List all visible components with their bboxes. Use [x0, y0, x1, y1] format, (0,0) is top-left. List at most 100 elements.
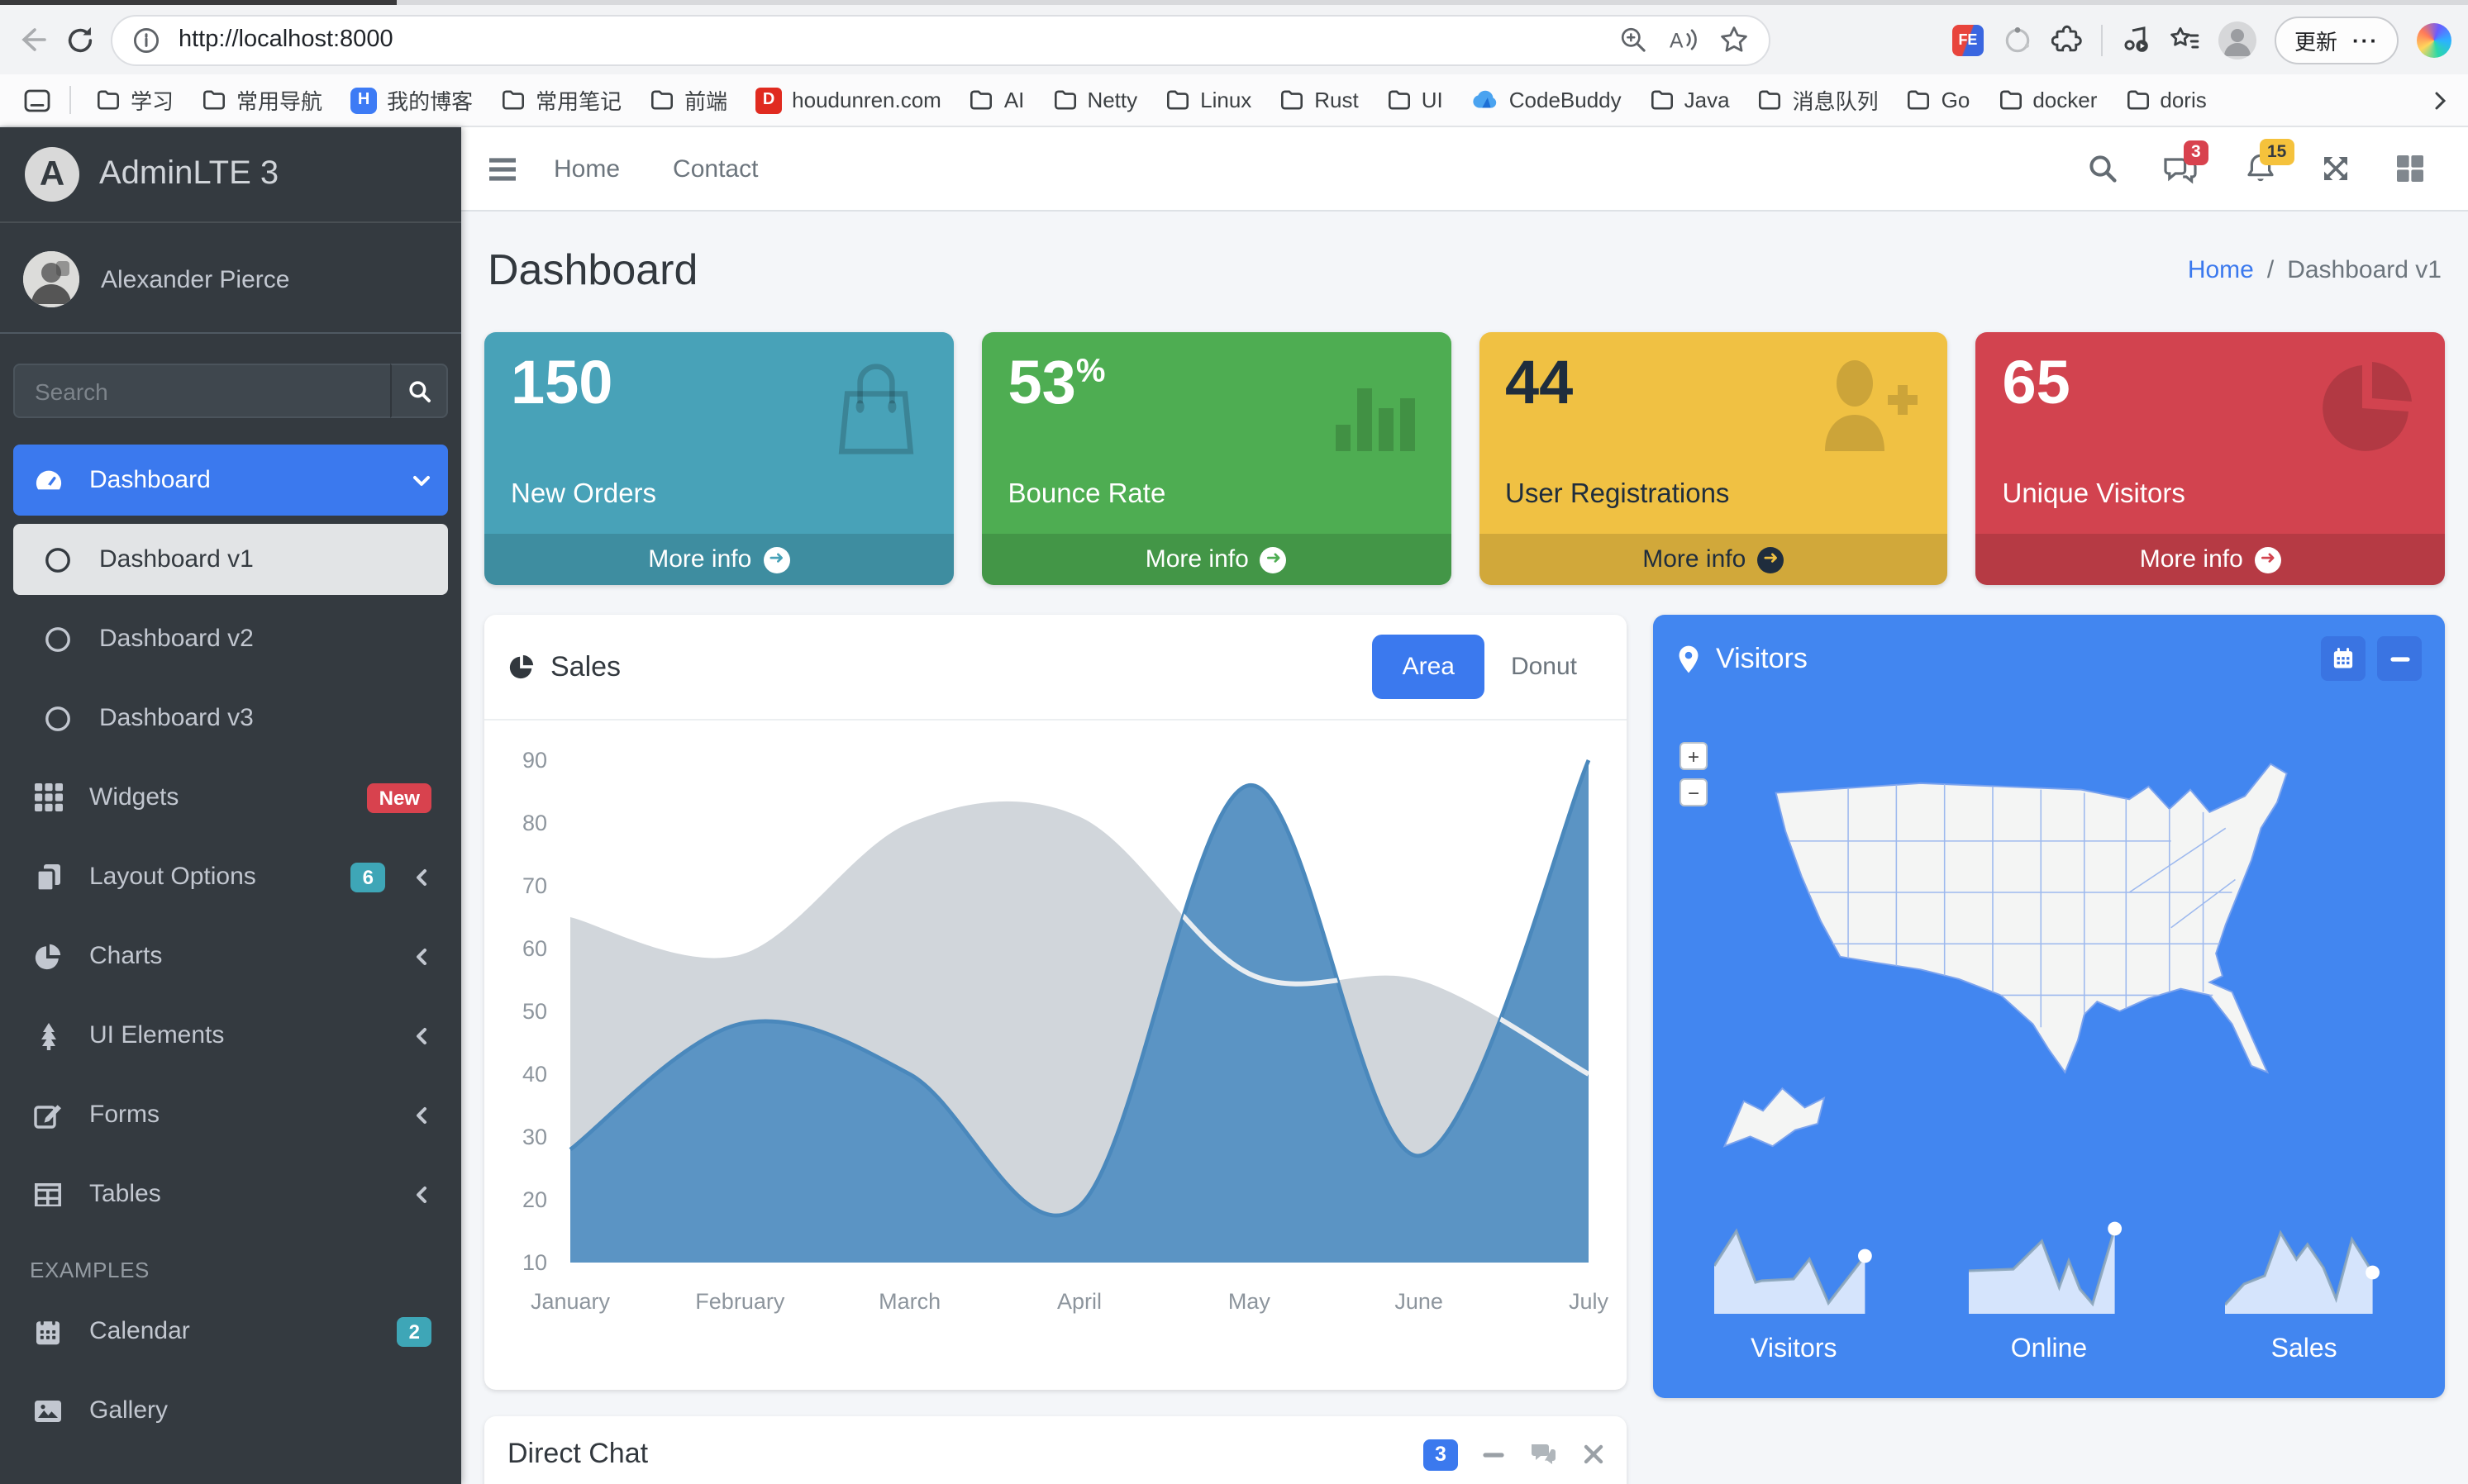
folder-icon	[202, 89, 226, 111]
bookmark-ui[interactable]: UI	[1374, 83, 1456, 117]
sidebar-item-ui-elements[interactable]: UI Elements	[13, 1000, 448, 1071]
navbar-link-contact[interactable]: Contact	[673, 155, 759, 183]
site-info-icon[interactable]	[132, 26, 160, 54]
sidebar-item-dashboard-v3[interactable]: Dashboard v3	[13, 683, 448, 754]
user-panel[interactable]: Alexander Pierce	[0, 223, 461, 334]
sidebar-item-gallery[interactable]: Gallery	[13, 1375, 448, 1446]
reading-list-icon[interactable]	[17, 87, 58, 113]
sales-card: Sales Area Donut 10 20 30 40 50 60 70 80 90 Janua…	[484, 615, 1627, 1390]
bookmark-go[interactable]: Go	[1894, 83, 1984, 117]
zoom-page-icon[interactable]	[1618, 25, 1648, 55]
sidebar-search-button[interactable]	[390, 364, 448, 418]
bookmark-学习[interactable]: 学习	[83, 79, 187, 121]
bookmark-ai[interactable]: AI	[956, 83, 1038, 117]
messages-icon[interactable]: 3	[2162, 140, 2208, 184]
calendar-tool-button[interactable]	[2321, 636, 2366, 681]
navbar-link-home[interactable]: Home	[554, 155, 621, 183]
collapse-card-button[interactable]	[2377, 636, 2422, 681]
bookmarks-overflow-icon[interactable]	[2428, 88, 2451, 112]
sidebar-item-forms[interactable]: Forms	[13, 1079, 448, 1150]
more-info-link[interactable]: More info ➜	[1975, 534, 2445, 585]
bookmark-常用导航[interactable]: 常用导航	[188, 79, 336, 121]
sidebar-search-input[interactable]	[13, 364, 390, 418]
svg-text:July: July	[1569, 1289, 1609, 1314]
orbit-extension-icon[interactable]	[2002, 24, 2033, 55]
map-zoom-out-button[interactable]: −	[1679, 778, 1708, 806]
breadcrumb-home-link[interactable]: Home	[2187, 256, 2254, 284]
collections-icon[interactable]	[2169, 24, 2200, 55]
info-box-new-orders: 150 New Orders More info ➜	[484, 332, 954, 585]
map-zoom-in-button[interactable]: +	[1679, 742, 1708, 770]
hamburger-icon[interactable]	[488, 156, 517, 181]
url-input[interactable]	[175, 25, 1603, 55]
bookmark-docker[interactable]: docker	[1984, 83, 2110, 117]
svg-text:70: 70	[522, 873, 547, 898]
navbar-icons: 3 15	[2088, 139, 2442, 185]
chevron-left-icon	[412, 867, 431, 887]
tree-icon	[30, 1020, 66, 1050]
sidebar-item-dashboard-v1[interactable]: Dashboard v1	[13, 524, 448, 595]
sidebar-item-dashboard[interactable]: Dashboard	[13, 445, 448, 516]
sidebar-item-label: Gallery	[89, 1396, 169, 1425]
more-info-link[interactable]: More info ➜	[1479, 534, 1948, 585]
bookmark-java[interactable]: Java	[1637, 83, 1743, 117]
d-badge-icon: D	[755, 87, 783, 113]
sidebar-badge: 2	[397, 1316, 431, 1346]
media-playing-icon[interactable]	[2121, 24, 2151, 55]
bookmark-codebuddy[interactable]: CodeBuddy	[1458, 83, 1635, 117]
navbar-search-icon[interactable]	[2088, 154, 2118, 183]
browser-update-button[interactable]: 更新 ···	[2274, 16, 2399, 64]
sales-card-title: Sales	[550, 650, 622, 682]
sidebar: A AdminLTE 3 Alexander Pierce Dashboard D…	[0, 127, 461, 1484]
bookmark-label: houdunren.com	[792, 88, 941, 112]
circle-icon	[40, 703, 76, 733]
collapse-minus-icon[interactable]	[1483, 1444, 1504, 1465]
area-toggle-button[interactable]: Area	[1372, 635, 1484, 699]
chat-contacts-icon[interactable]	[1529, 1441, 1559, 1467]
donut-toggle-button[interactable]: Donut	[1484, 635, 1603, 699]
visitors-card-title: Visitors	[1716, 642, 1808, 673]
svg-text:80: 80	[522, 811, 547, 835]
copilot-icon[interactable]	[2417, 22, 2451, 57]
control-sidebar-grid-icon[interactable]	[2395, 154, 2425, 183]
direct-chat-tools: 3	[1423, 1439, 1603, 1470]
bookmark-rust[interactable]: Rust	[1266, 83, 1371, 117]
more-info-link[interactable]: More info ➜	[981, 534, 1451, 585]
bookmark-doris[interactable]: doris	[2112, 83, 2219, 117]
reload-icon[interactable]	[64, 24, 96, 55]
bookmark-linux[interactable]: Linux	[1152, 83, 1265, 117]
pie-big-icon	[2316, 355, 2418, 458]
bookmark-常用笔记[interactable]: 常用笔记	[488, 79, 635, 121]
sidebar-item-dashboard-v2[interactable]: Dashboard v2	[13, 603, 448, 674]
toolbar-divider	[2100, 24, 2103, 55]
bookmark-前端[interactable]: 前端	[636, 79, 741, 121]
svg-text:February: February	[695, 1289, 785, 1314]
sidebar-item-calendar[interactable]: Calendar 2	[13, 1296, 448, 1367]
bookmark-消息队列[interactable]: 消息队列	[1745, 79, 1892, 121]
h-badge-icon: H	[350, 87, 378, 113]
sidebar-item-charts[interactable]: Charts	[13, 920, 448, 992]
fe-extension-icon[interactable]: FE	[1951, 24, 1984, 55]
favorite-star-icon[interactable]	[1719, 25, 1749, 55]
url-bar[interactable]: A	[111, 14, 1770, 65]
sidebar-item-tables[interactable]: Tables	[13, 1158, 448, 1230]
main-area: Home Contact 3 15	[461, 127, 2468, 1484]
brand[interactable]: A AdminLTE 3	[0, 127, 461, 223]
back-icon[interactable]	[17, 23, 50, 56]
close-icon[interactable]	[1584, 1444, 1603, 1464]
notifications-bell-icon[interactable]: 15	[2245, 139, 2294, 185]
info-box-label: Bounce Rate	[1008, 479, 1166, 509]
sidebar-item-layout-options[interactable]: Layout Options 6	[13, 841, 448, 912]
usa-map[interactable]	[1679, 702, 2418, 1198]
profile-avatar[interactable]	[2218, 21, 2256, 59]
circle-icon	[40, 624, 76, 654]
fullscreen-icon[interactable]	[2321, 154, 2351, 183]
sidebar-item-widgets[interactable]: Widgets New	[13, 762, 448, 833]
read-aloud-icon[interactable]: A	[1668, 25, 1699, 55]
extensions-puzzle-icon[interactable]	[2051, 24, 2083, 55]
bookmark-netty[interactable]: Netty	[1039, 83, 1151, 117]
bookmark-我的博客[interactable]: H 我的博客	[337, 79, 486, 121]
more-menu-icon[interactable]: ···	[2352, 27, 2379, 52]
more-info-link[interactable]: More info ➜	[484, 534, 954, 585]
